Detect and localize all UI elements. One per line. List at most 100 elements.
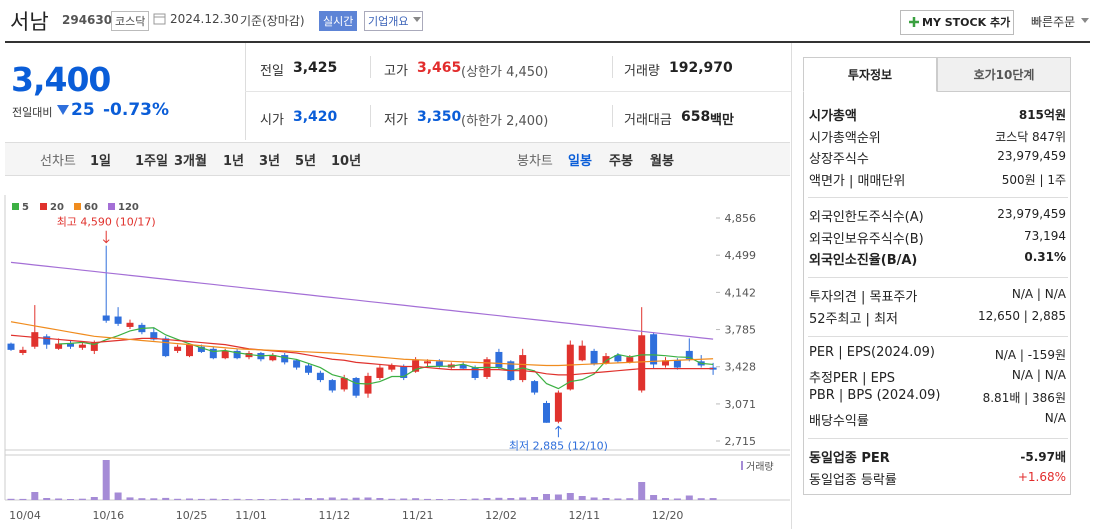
info-value: 23,979,459 xyxy=(997,149,1066,163)
summary-label: 고가 xyxy=(384,64,408,79)
candle-body xyxy=(67,343,74,347)
candle-body xyxy=(554,392,562,422)
candle-body xyxy=(197,346,205,352)
x-tick-label: 10/25 xyxy=(176,509,208,522)
x-tick-label: 11/21 xyxy=(402,509,434,522)
panel-tab[interactable]: 호가10단계 xyxy=(937,57,1071,92)
market-badge: 코스닥 xyxy=(111,11,150,31)
y-tick-label: 3,071 xyxy=(725,398,757,411)
volume-bar xyxy=(352,497,360,500)
candle-body xyxy=(459,364,467,369)
candle-body xyxy=(590,350,598,365)
volume-bar xyxy=(495,497,503,500)
info-value: 815억원 xyxy=(1018,108,1066,122)
legend-swatch xyxy=(108,203,115,210)
info-label: 시가총액 xyxy=(809,109,857,124)
candle-chart-label: 봉차트 xyxy=(517,154,553,169)
candle-body xyxy=(328,380,336,391)
panel-tab[interactable]: 투자정보 xyxy=(803,57,937,92)
candle-body xyxy=(150,332,158,340)
info-value: 0.31% xyxy=(1024,250,1066,264)
period-tab[interactable]: 3년 xyxy=(259,154,281,169)
info-value: 12,650 | 2,885 xyxy=(977,308,1066,323)
volume-bar xyxy=(566,493,574,500)
candle-tab[interactable]: 주봉 xyxy=(609,154,633,169)
info-label: 투자의견 | 목표주가 xyxy=(809,290,918,305)
plus-icon xyxy=(909,17,919,27)
candle-body xyxy=(174,346,182,351)
info-label: 동일업종 PER xyxy=(809,451,890,466)
volume-bar xyxy=(388,498,396,500)
volume-bar xyxy=(602,498,610,500)
summary-label: 시가 xyxy=(260,113,284,128)
volume-bar xyxy=(102,460,110,500)
summary-note: (상한가 4,450) xyxy=(461,65,549,80)
candle-tab[interactable]: 일봉 xyxy=(568,154,592,169)
candle-body xyxy=(400,366,408,378)
summary-note: (하한가 2,400) xyxy=(461,114,549,129)
period-tab[interactable]: 1일 xyxy=(90,154,112,169)
header-rule xyxy=(5,41,1090,43)
realtime-badge[interactable]: 실시간 xyxy=(319,11,358,31)
volume-bar xyxy=(316,498,324,500)
summary-label: 저가 xyxy=(384,113,408,128)
volume-bar xyxy=(626,498,634,500)
y-tick-label: 3,785 xyxy=(725,324,757,337)
volume-bar xyxy=(43,498,51,500)
divider xyxy=(370,56,371,78)
volume-bar xyxy=(150,498,158,500)
company-info-button[interactable]: 기업개요 xyxy=(364,11,424,31)
period-tab[interactable]: 5년 xyxy=(295,154,317,169)
candle-body xyxy=(114,316,122,324)
panel-box xyxy=(803,92,1071,495)
candle-body xyxy=(352,377,360,396)
period-tab[interactable]: 1년 xyxy=(223,154,245,169)
candle-body xyxy=(424,361,431,364)
volume-bar xyxy=(507,498,515,500)
legend-swatch xyxy=(74,203,81,210)
summary-unit: 백만 xyxy=(710,113,734,128)
legend-swatch xyxy=(12,203,19,210)
candle-body xyxy=(376,367,384,378)
volume-bar xyxy=(590,497,598,500)
period-tab[interactable]: 1주일 xyxy=(135,154,168,169)
summary-label: 거래량 xyxy=(624,64,660,79)
x-tick-label: 12/02 xyxy=(485,509,517,522)
volume-bar xyxy=(709,498,717,500)
candle-body xyxy=(483,359,491,377)
volume-bar xyxy=(447,499,455,500)
y-tick-label: 4,856 xyxy=(725,212,757,225)
info-value: 8.81배 | 386원 xyxy=(982,391,1066,405)
volume-bar xyxy=(578,496,586,500)
volume-bar xyxy=(55,498,63,500)
quick-order[interactable]: 빠른주문 xyxy=(1031,15,1076,29)
volume-bar xyxy=(376,498,384,500)
period-tab[interactable]: 3개월 xyxy=(174,154,207,169)
info-label: 외국인보유주식수(B) xyxy=(809,231,924,247)
x-tick-label: 10/04 xyxy=(9,509,41,522)
volume-bar xyxy=(424,498,431,500)
volume-bar xyxy=(293,498,301,500)
panel-divider xyxy=(791,43,792,529)
legend-label: 60 xyxy=(84,202,98,213)
volume-bar xyxy=(114,492,122,500)
volume-bar xyxy=(257,499,265,500)
period-tab[interactable]: 10년 xyxy=(331,154,362,169)
candle-body xyxy=(364,375,372,394)
my-stock-label: MY STOCK 추가 xyxy=(922,16,1011,29)
candle-body xyxy=(650,334,658,365)
summary-value: 658 xyxy=(681,109,711,125)
candle-body xyxy=(102,315,110,321)
stock-code: 294630 xyxy=(62,13,113,27)
candle-tab[interactable]: 월봉 xyxy=(650,154,674,169)
my-stock-button[interactable] xyxy=(900,10,1014,35)
divider xyxy=(245,91,791,92)
section-rule xyxy=(808,438,1068,439)
ma-line xyxy=(10,321,714,367)
volume-bar xyxy=(673,498,681,500)
volume-bar xyxy=(650,495,658,500)
volume-bar xyxy=(483,498,491,500)
candle-body xyxy=(614,355,622,362)
candle-body xyxy=(471,367,479,378)
